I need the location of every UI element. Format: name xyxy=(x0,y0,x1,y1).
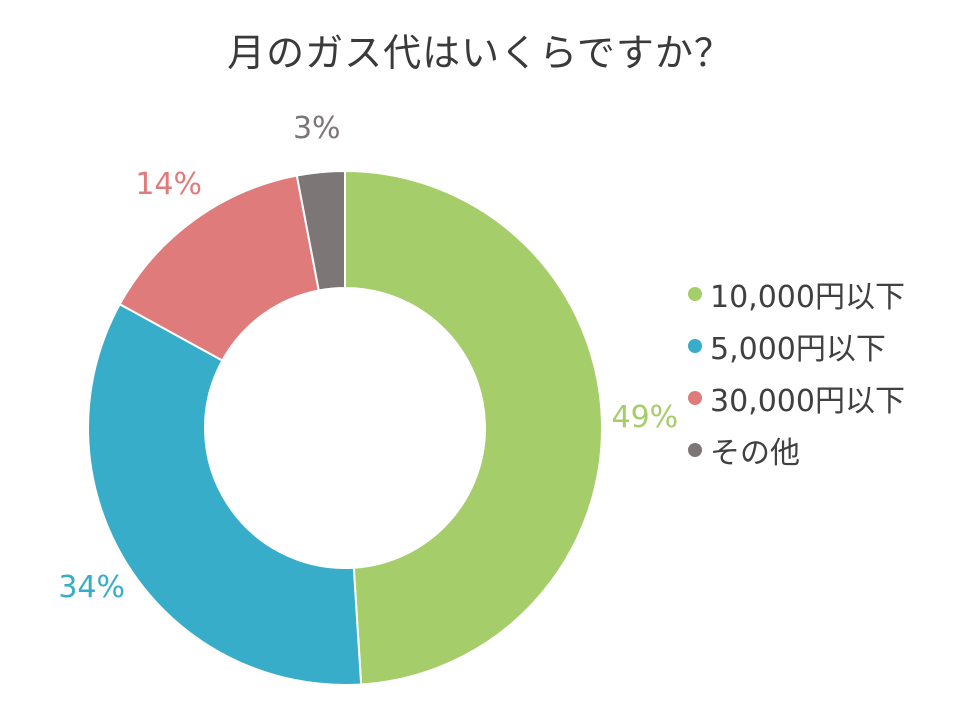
legend-item-5000: 5,000円以下 xyxy=(688,320,905,372)
data-label-other: 3% xyxy=(293,111,341,146)
slice-10000 xyxy=(344,169,603,686)
legend-label: 10,000円以下 xyxy=(710,280,905,315)
legend-label: 5,000円以下 xyxy=(710,332,886,367)
legend-label: その他 xyxy=(710,436,800,471)
chart-title: 月のガス代はいくらですか？ xyxy=(227,31,733,75)
data-label-10000: 49% xyxy=(612,400,679,435)
legend-dot-icon xyxy=(688,339,702,353)
legend-item-other: その他 xyxy=(688,424,905,476)
slice-other xyxy=(295,169,346,292)
legend: 10,000円以下 5,000円以下 30,000円以下 その他 xyxy=(688,268,905,476)
legend-dot-icon xyxy=(688,391,702,405)
slice-5000 xyxy=(87,302,363,686)
data-label-30000: 14% xyxy=(135,167,202,202)
legend-item-10000: 10,000円以下 xyxy=(688,268,905,320)
legend-dot-icon xyxy=(688,287,702,301)
legend-dot-icon xyxy=(688,443,702,457)
legend-item-30000: 30,000円以下 xyxy=(688,372,905,424)
legend-label: 30,000円以下 xyxy=(710,384,905,419)
data-label-5000: 34% xyxy=(58,570,125,605)
